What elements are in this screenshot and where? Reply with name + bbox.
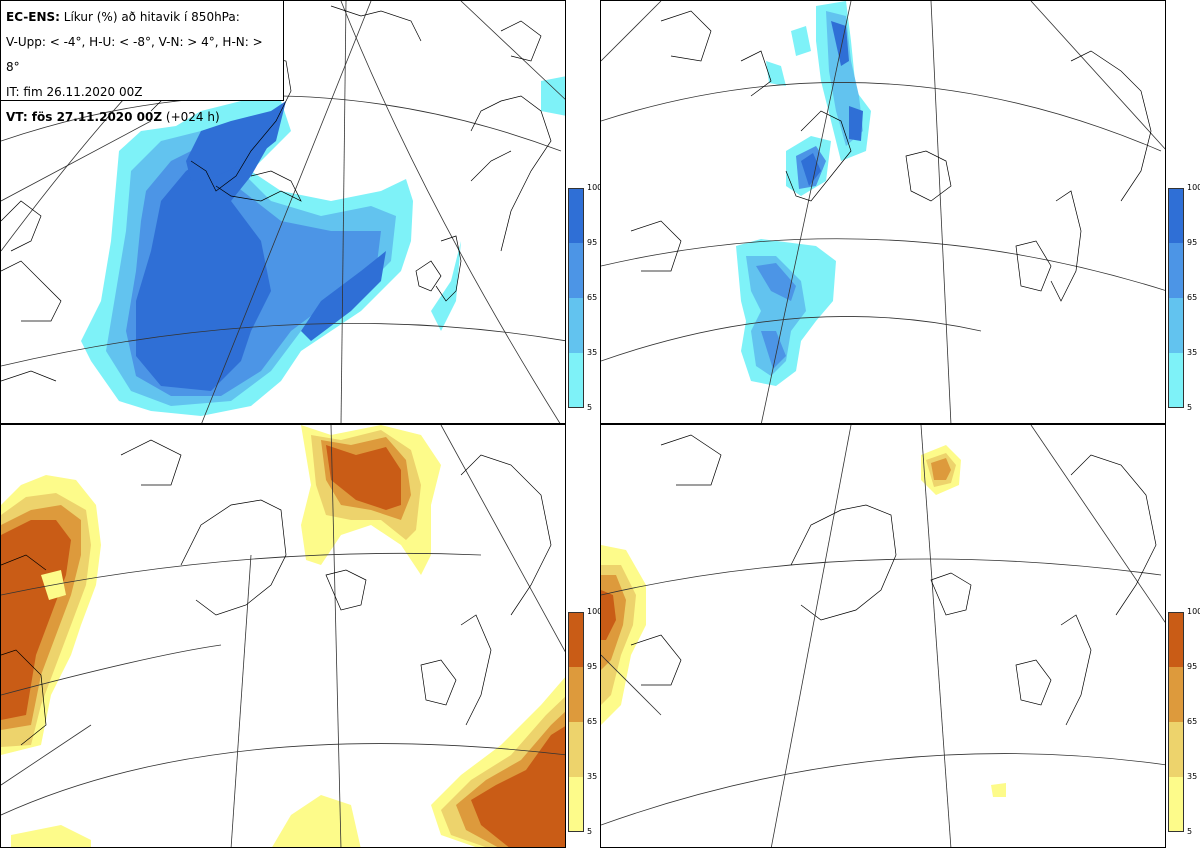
map-panel-top-right bbox=[600, 0, 1166, 424]
colorbar-orange-1: 100 95 65 35 5 bbox=[568, 607, 602, 836]
colorbar-frame bbox=[1168, 612, 1184, 832]
colorbar-tick-100: 100 bbox=[587, 607, 603, 616]
colorbar-tick-95: 95 bbox=[587, 662, 598, 671]
probability-field bbox=[81, 76, 565, 416]
map-bottom-left bbox=[1, 425, 565, 847]
coastlines bbox=[630, 434, 1157, 726]
colorbar-seg bbox=[1168, 298, 1184, 353]
colorbar-orange-2: 100 95 65 35 5 bbox=[1168, 607, 1200, 836]
colorbar-seg bbox=[568, 298, 584, 353]
colorbar-tick-100: 100 bbox=[587, 183, 603, 192]
colorbar-tick-95: 95 bbox=[1187, 238, 1198, 247]
colorbar-seg bbox=[568, 188, 584, 243]
colorbar-seg bbox=[568, 243, 584, 298]
coastlines bbox=[1, 439, 552, 746]
colorbar-tick-5: 5 bbox=[1187, 827, 1193, 836]
info-line-1: EC-ENS: Líkur (%) að hitavik í 850hPa: bbox=[6, 5, 278, 30]
map-panel-bottom-right bbox=[600, 424, 1166, 848]
colorbar-frame bbox=[568, 612, 584, 832]
map-panel-top-left: EC-ENS: Líkur (%) að hitavik í 850hPa: V… bbox=[0, 0, 566, 424]
colorbar-tick-65: 65 bbox=[587, 293, 598, 302]
info-lead-time: (+024 h) bbox=[165, 110, 220, 124]
colorbar-tick-35: 35 bbox=[587, 772, 598, 781]
graticule bbox=[1, 1, 565, 423]
colorbar-blue-2: 100 95 65 35 5 bbox=[1168, 183, 1200, 412]
info-model: EC-ENS: bbox=[6, 10, 60, 24]
probability-field bbox=[601, 445, 1006, 797]
colorbar-blue-1: 100 95 65 35 5 bbox=[568, 183, 602, 412]
map-top-left bbox=[1, 1, 565, 423]
info-line-3: IT: fim 26.11.2020 00Z bbox=[6, 85, 143, 99]
colorbar-tick-35: 35 bbox=[1187, 772, 1198, 781]
colorbar-seg bbox=[568, 353, 584, 408]
colorbar-tick-95: 95 bbox=[1187, 662, 1198, 671]
colorbar-seg bbox=[1168, 777, 1184, 832]
colorbar-tick-5: 5 bbox=[587, 403, 593, 412]
colorbar-tick-65: 65 bbox=[587, 717, 598, 726]
colorbar-frame bbox=[1168, 188, 1184, 408]
graticule bbox=[601, 1, 1165, 423]
colorbar-seg bbox=[568, 722, 584, 777]
colorbar-seg bbox=[1168, 667, 1184, 722]
info-valid-time: VT: fös 27.11.2020 00Z bbox=[6, 110, 163, 124]
colorbar-seg bbox=[568, 777, 584, 832]
info-line-2: V-Upp: < -4°, H-U: < -8°, V-N: > 4°, H-N… bbox=[6, 35, 263, 74]
colorbar-tick-65: 65 bbox=[1187, 717, 1198, 726]
colorbar-tick-65: 65 bbox=[1187, 293, 1198, 302]
colorbar-tick-100: 100 bbox=[1187, 607, 1200, 616]
colorbar-seg bbox=[1168, 353, 1184, 408]
info-box: EC-ENS: Líkur (%) að hitavik í 850hPa: V… bbox=[1, 1, 284, 124]
map-top-right bbox=[601, 1, 1165, 423]
colorbar-frame bbox=[568, 188, 584, 408]
colorbar-seg bbox=[1168, 722, 1184, 777]
probability-field bbox=[1, 425, 565, 847]
map-panel-bottom-left bbox=[0, 424, 566, 848]
colorbar-tick-35: 35 bbox=[587, 348, 598, 357]
info-line-4: VT: fös 27.11.2020 00Z (+024 h) bbox=[6, 105, 278, 130]
colorbar-seg bbox=[568, 612, 584, 667]
graticule bbox=[601, 425, 1165, 847]
colorbar-seg bbox=[1168, 243, 1184, 298]
colorbar-seg bbox=[568, 667, 584, 722]
probability-field bbox=[736, 1, 871, 386]
colorbar-seg bbox=[1168, 188, 1184, 243]
map-bottom-right bbox=[601, 425, 1165, 847]
colorbar-tick-100: 100 bbox=[1187, 183, 1200, 192]
colorbar-tick-5: 5 bbox=[1187, 403, 1193, 412]
colorbar-tick-35: 35 bbox=[1187, 348, 1198, 357]
coastlines bbox=[630, 10, 1152, 302]
info-description: Líkur (%) að hitavik í 850hPa: bbox=[63, 10, 240, 24]
colorbar-tick-95: 95 bbox=[587, 238, 598, 247]
colorbar-seg bbox=[1168, 612, 1184, 667]
colorbar-tick-5: 5 bbox=[587, 827, 593, 836]
